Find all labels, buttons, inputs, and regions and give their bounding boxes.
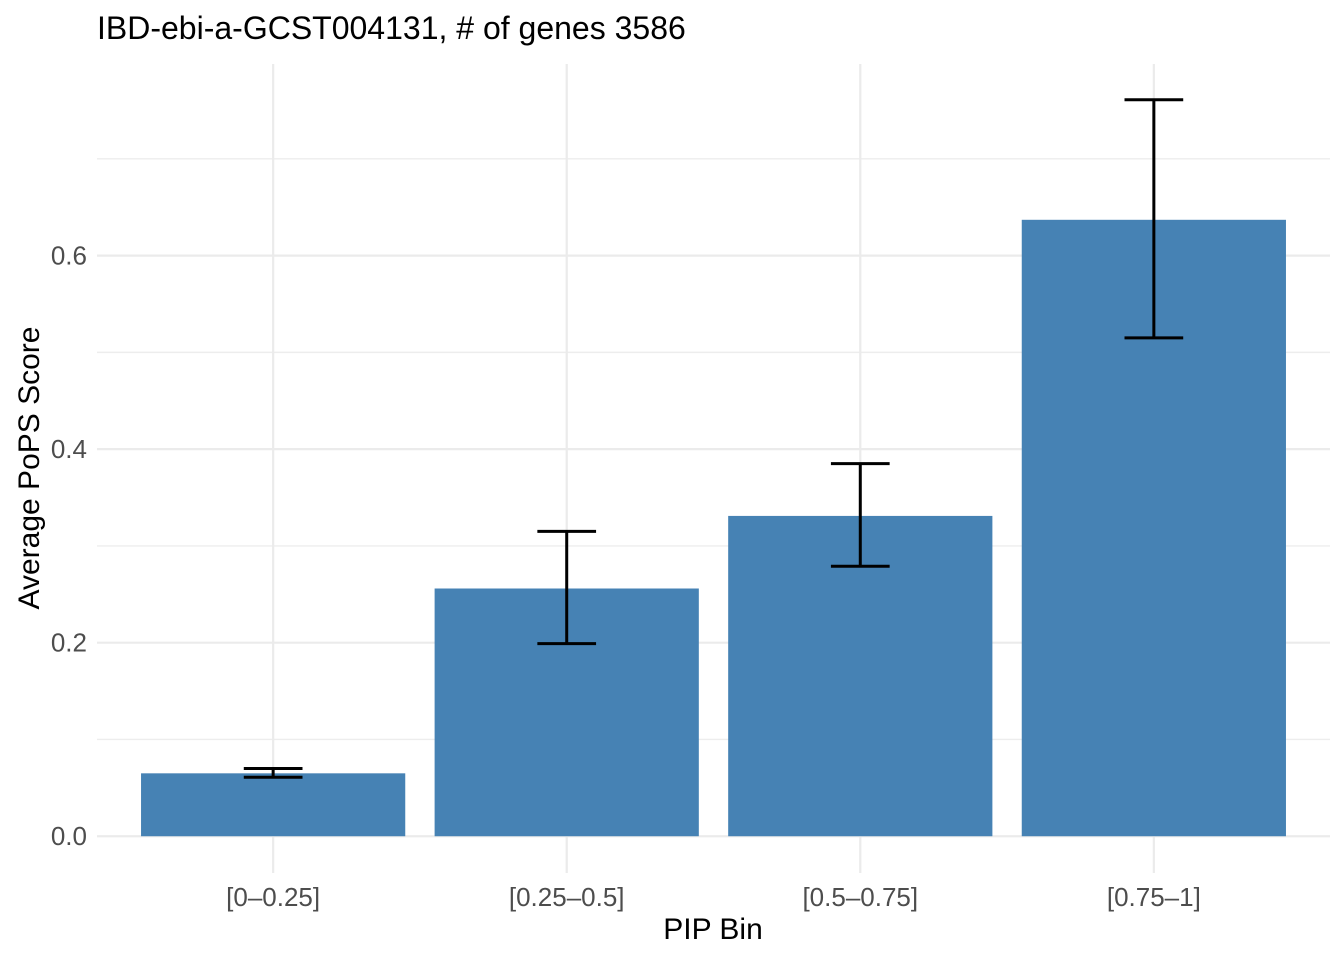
bar: [728, 515, 993, 837]
y-tick-label: 0.2: [51, 628, 87, 658]
y-tick-label: 0.4: [51, 434, 87, 464]
x-tick-label: [0.75–1]: [1107, 882, 1201, 912]
x-tick-label: [0.5–0.75]: [802, 882, 918, 912]
y-axis-title: Average PoPS Score: [13, 326, 46, 610]
x-tick-label: [0–0.25]: [226, 882, 320, 912]
x-axis-title: PIP Bin: [663, 913, 763, 946]
bar: [141, 773, 406, 837]
y-tick-label: 0.0: [51, 821, 87, 851]
x-tick-label: [0.25–0.5]: [509, 882, 625, 912]
y-tick-label: 0.6: [51, 241, 87, 271]
chart-title: IBD-ebi-a-GCST004131, # of genes 3586: [97, 10, 686, 46]
